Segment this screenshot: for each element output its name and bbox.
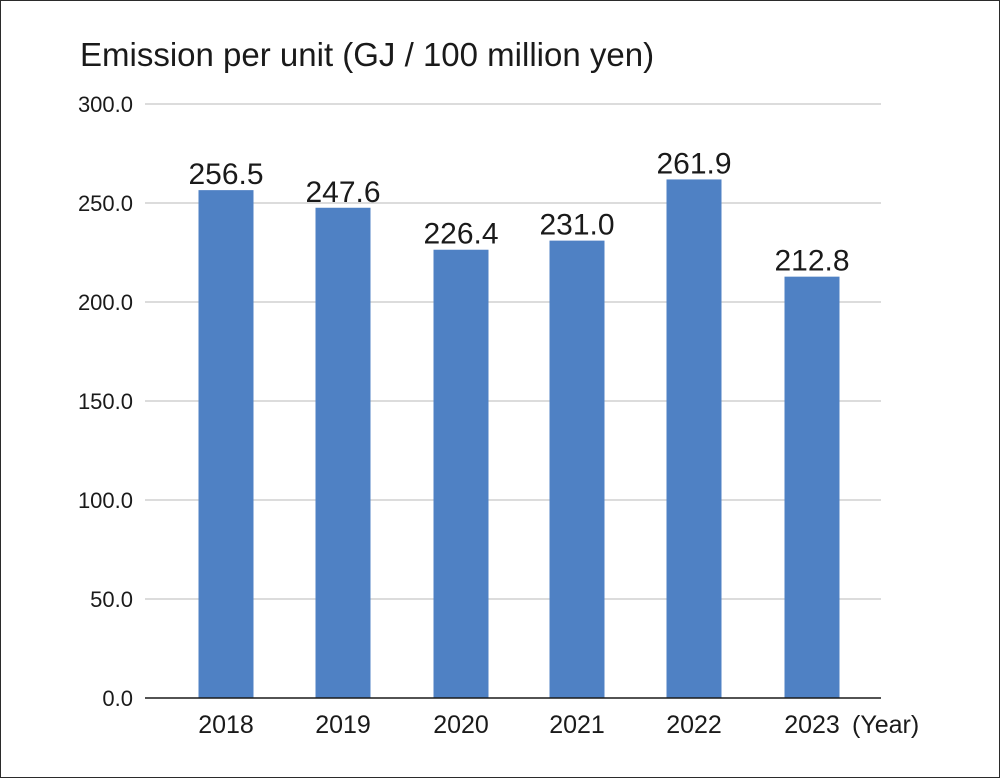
y-tick-label: 0.0 [102,686,133,711]
bar-2019 [315,207,371,698]
data-label: 212.8 [774,245,849,278]
bar-2020 [433,249,489,698]
y-tick-label: 250.0 [78,191,133,216]
data-label: 226.4 [423,218,498,251]
data-labels: 256.5 247.6 226.4 231.0 261.9 212.8 [188,147,849,277]
x-tick-label: 2021 [549,711,605,739]
y-tick-label: 100.0 [78,488,133,513]
x-tick-label: 2022 [666,711,722,739]
chart-title: Emission per unit (GJ / 100 million yen) [80,36,654,73]
y-tick-label: 150.0 [78,389,133,414]
bar-2022 [666,179,722,699]
y-tick-label: 50.0 [90,587,133,612]
x-axis-unit-label: (Year) [852,711,919,739]
bar-2018 [198,190,254,698]
y-tick-label: 300.0 [78,92,133,117]
data-label: 231.0 [539,209,614,242]
y-tick-label: 200.0 [78,290,133,315]
x-tick-label: 2019 [315,711,371,739]
bar-2023 [784,276,840,698]
x-tick-label: 2018 [198,711,254,739]
bar-2021 [549,240,605,698]
data-label: 261.9 [656,147,731,180]
data-label: 256.5 [188,158,263,191]
gridlines [145,103,881,600]
y-axis-ticks: 0.0 50.0 100.0 150.0 200.0 250.0 300.0 [78,92,133,711]
x-axis-ticks: 2018 2019 2020 2021 2022 2023 [198,711,840,739]
data-label: 247.6 [305,176,380,209]
bars [198,179,840,699]
x-tick-label: 2023 [784,711,840,739]
x-tick-label: 2020 [433,711,489,739]
